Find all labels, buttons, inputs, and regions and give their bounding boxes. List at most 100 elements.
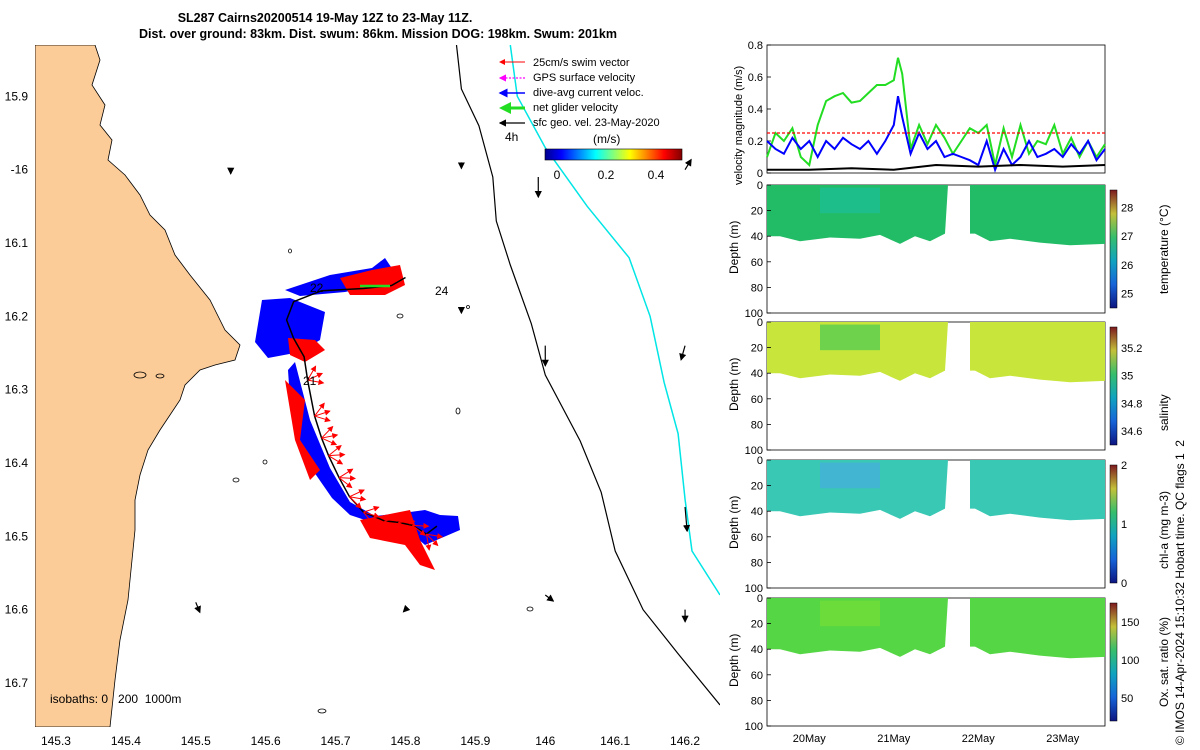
trajectory-map: 21 22 24 145.3 145.4 145.5 145.6 145.7 145.8 1… <box>5 45 720 748</box>
colorbar-tick-label: 100 <box>1121 655 1139 667</box>
map-y-tick-label: 16.4 <box>5 456 29 470</box>
map-y-tick-label: 16.6 <box>5 603 29 617</box>
depth-tick-label: 60 <box>751 670 763 682</box>
colorbar-tick-1: 0.2 <box>598 168 615 182</box>
chl-panel: 0 20 40 60 80 100 Depth (m) 0 1 2 chl-a (mg m-3) <box>727 455 1171 595</box>
velocity-y-tick-label: 0 <box>757 168 763 180</box>
day-label-22: 22 <box>310 281 324 295</box>
depth-tick-label: 0 <box>757 180 763 192</box>
chl-panel-highlight <box>820 462 880 489</box>
salinity-panel-data-fill-2 <box>970 322 1105 383</box>
salinity-panel: 0 20 40 60 80 100 Depth (m) 34.6 34.8 35 35.2 salin… <box>727 317 1171 457</box>
swim-arrow <box>425 534 432 551</box>
colorbar-tick-label: 34.6 <box>1121 426 1142 438</box>
swim-arrow <box>398 518 416 525</box>
swim-arrow <box>338 468 354 479</box>
swim-arrow <box>384 515 402 522</box>
velocity-y-ticks: 0 0.2 0.4 0.6 0.8 <box>748 40 771 180</box>
map-x-tick-label: 145.8 <box>390 734 420 748</box>
temperature-panel-data-fill-2 <box>970 185 1105 246</box>
swim-arrow <box>349 495 367 502</box>
swim-arrow <box>398 521 414 532</box>
sfc-geo-arrow <box>194 602 201 614</box>
temperature-panel-data-fill <box>767 185 948 244</box>
sfc-geo-arrow <box>679 345 687 361</box>
velocity-y-tick-label: 0.6 <box>748 72 763 84</box>
salinity-panel-clabel: salinity <box>1157 394 1171 431</box>
swim-arrow <box>338 477 353 489</box>
depth-tick-label: 80 <box>751 419 763 431</box>
map-x-tick-label: 145.7 <box>321 734 351 748</box>
depth-tick-label: 80 <box>751 282 763 294</box>
salinity-panel-ylabel: Depth (m) <box>727 358 741 411</box>
temperature-panel-clabel: temperature (°C) <box>1157 205 1171 295</box>
temperature-panel: 0 20 40 60 80 100 Depth (m) 25 26 27 28 temperature… <box>727 180 1171 320</box>
swim-arrow <box>307 372 324 381</box>
oxygen-panel-highlight <box>820 600 880 627</box>
oxygen-panel-data-fill <box>767 598 948 657</box>
chl-panel-colorbar <box>1109 464 1118 584</box>
sfc-geo-arrow <box>544 594 555 602</box>
swim-arrow <box>307 365 317 381</box>
colorbar-tick-label: 35.2 <box>1121 343 1142 355</box>
depth-tick-label: 60 <box>751 257 763 269</box>
oxygen-panel-clabel: Ox. sat. ratio (%) <box>1157 617 1171 707</box>
sfc-geo-arrows <box>194 158 692 623</box>
depth-tick-label: 60 <box>751 394 763 406</box>
swim-arrow <box>314 409 331 417</box>
swim-arrow <box>321 437 338 446</box>
swim-arrow <box>363 505 380 513</box>
map-legend: 25cm/s swim vector GPS surface velocity … <box>498 57 683 182</box>
depth-tick-label: 0 <box>757 593 763 605</box>
temperature-panel-colorbar <box>1109 189 1118 309</box>
depth-tick-label: 40 <box>751 231 763 243</box>
sfc-geo-arrow <box>683 506 691 533</box>
map-y-tick-label: 16.5 <box>5 529 29 543</box>
depth-tick-label: 20 <box>751 619 763 631</box>
swim-arrow <box>349 489 365 498</box>
depth-tick-label: 100 <box>745 445 763 457</box>
velocity-panel: 0 0.2 0.4 0.6 0.8 velocity magnitude (m/s) <box>733 40 1106 185</box>
depth-tick-label: 20 <box>751 481 763 493</box>
colorbar-tick-label: 150 <box>1121 617 1139 629</box>
depth-tick-label: 80 <box>751 695 763 707</box>
velocity-axes <box>766 44 1106 174</box>
swim-arrow <box>314 402 325 417</box>
land-mass <box>35 45 241 727</box>
legend-note-4h: 4h <box>505 130 518 144</box>
isobath-200m <box>509 45 720 596</box>
oxygen-panel-colorbar <box>1109 602 1118 722</box>
swim-arrow <box>328 444 342 457</box>
speed-colorbar <box>544 148 683 161</box>
swim-arrow <box>321 425 334 439</box>
title-line-1: SL287 Cairns20200514 19-May 12Z to 23-Ma… <box>178 11 473 25</box>
colorbar-tick-label: 50 <box>1121 693 1133 705</box>
swim-arrow <box>412 524 426 536</box>
velocity-series-net-glider-velocity <box>766 57 1106 167</box>
depth-tick-label: 20 <box>751 343 763 355</box>
time-tick-label: 23May <box>1046 733 1080 745</box>
sfc-geo-arrow <box>684 158 692 170</box>
colorbar-tick-2: 0.4 <box>648 168 665 182</box>
map-x-tick-label: 146.1 <box>600 734 630 748</box>
map-y-tick-label: 16.1 <box>5 236 29 250</box>
colorbar-tick-label: 27 <box>1121 231 1133 243</box>
oxygen-panel-ylabel: Depth (m) <box>727 634 741 687</box>
temperature-panel-highlight <box>820 187 880 214</box>
salinity-panel-data-fill <box>767 322 948 381</box>
colorbar-tick-label: 2 <box>1121 460 1127 472</box>
legend-net: net glider velocity <box>533 102 618 114</box>
colorbar-tick-label: 25 <box>1121 289 1133 301</box>
map-x-tick-label: 145.3 <box>41 734 71 748</box>
depth-tick-label: 100 <box>745 721 763 733</box>
colorbar-tick-label: 26 <box>1121 260 1133 272</box>
swim-arrows <box>307 365 444 551</box>
velocity-ylabel: velocity magnitude (m/s) <box>733 66 745 185</box>
legend-gps: GPS surface velocity <box>533 72 636 84</box>
swim-arrow <box>328 455 344 465</box>
map-y-tick-label: -16 <box>11 163 29 177</box>
colorbar-tick-label: 34.8 <box>1121 398 1142 410</box>
salinity-panel-highlight <box>820 324 880 351</box>
swim-arrow <box>314 415 331 423</box>
